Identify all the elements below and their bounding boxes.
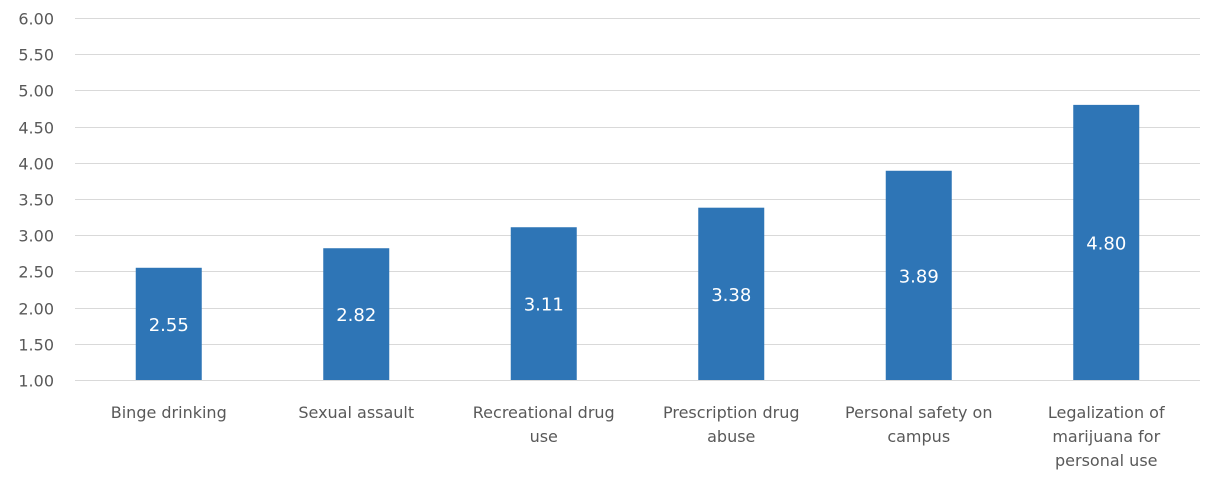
y-tick-label: 5.50	[18, 46, 54, 65]
bars	[135, 104, 1140, 380]
y-tick-label: 4.50	[18, 119, 54, 138]
bar	[510, 227, 577, 380]
y-axis-tick-labels: 1.00 1.50 2.00 2.50 3.00 3.50 4.00 4.50 5.00 5.50…	[18, 10, 54, 391]
gridlines	[75, 18, 1200, 381]
x-category-label: Recreational drug use	[473, 403, 615, 446]
x-category-label: Sexual assault	[298, 403, 414, 422]
y-tick-label: 4.00	[18, 155, 54, 174]
y-tick-label: 3.50	[18, 191, 54, 210]
data-label: 4.80	[1086, 233, 1126, 254]
y-tick-label: 3.00	[18, 227, 54, 246]
data-label: 3.11	[524, 295, 564, 316]
y-tick-label: 1.50	[18, 336, 54, 355]
data-label: 2.82	[336, 305, 376, 326]
bar	[885, 170, 952, 380]
y-tick-label: 5.00	[18, 82, 54, 101]
y-tick-label: 2.00	[18, 300, 54, 319]
y-tick-label: 2.50	[18, 263, 54, 282]
y-tick-label: 6.00	[18, 10, 54, 29]
data-labels: 2.55 2.82 3.11 3.38 3.89 4.80	[149, 233, 1127, 335]
bar	[135, 267, 202, 380]
data-label: 3.38	[711, 285, 751, 306]
data-label: 3.89	[899, 266, 939, 287]
x-category-label: Binge drinking	[111, 403, 227, 422]
data-label: 2.55	[149, 315, 189, 336]
bar	[698, 207, 765, 380]
x-category-label: Legalization of marijuana for personal use	[1048, 403, 1165, 470]
bar	[1073, 104, 1140, 380]
bar	[323, 248, 390, 380]
x-axis-category-labels: Binge drinking Sexual assault Recreational…	[111, 403, 1165, 470]
x-category-label: Prescription drug abuse	[663, 403, 800, 446]
x-category-label: Personal safety on campus	[845, 403, 992, 446]
y-tick-label: 1.00	[18, 372, 54, 391]
